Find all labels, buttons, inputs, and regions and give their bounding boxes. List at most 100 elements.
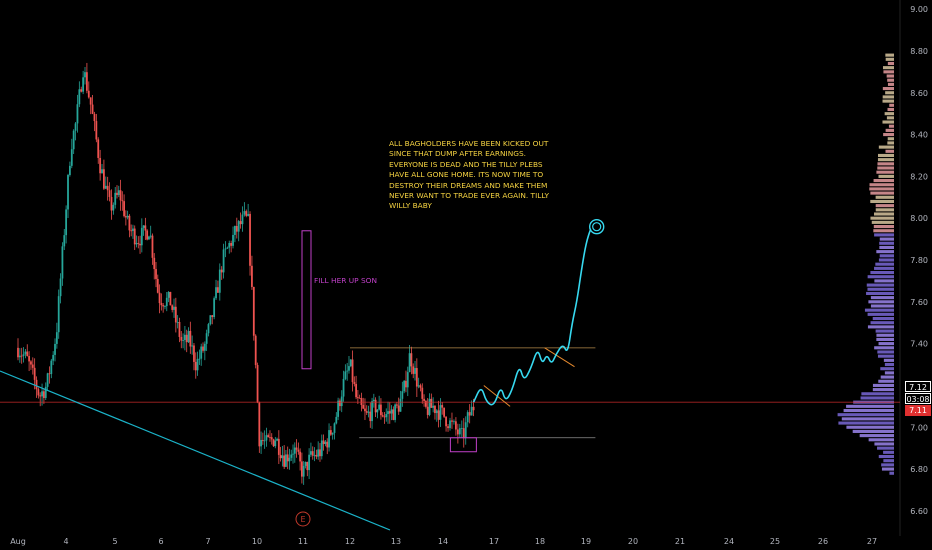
volume-profile-bar — [868, 438, 894, 442]
candle-body — [272, 439, 275, 447]
candle-body — [378, 404, 381, 410]
volume-profile-bar — [846, 425, 894, 429]
candle-body — [311, 451, 314, 456]
candle-body — [263, 440, 266, 442]
candle-body — [372, 399, 375, 402]
candle-body — [374, 399, 377, 413]
candle-body — [224, 248, 227, 250]
candle-body — [178, 321, 181, 337]
x-tick-label: 11 — [298, 537, 308, 546]
earnings-marker — [295, 511, 311, 527]
candle-body — [455, 421, 457, 430]
candle-body — [419, 385, 422, 388]
candle-body — [435, 410, 438, 414]
candle-body — [108, 190, 111, 197]
candle-body — [133, 228, 136, 245]
candle-body — [132, 228, 134, 231]
volume-profile-bar — [877, 166, 894, 170]
candle-body — [460, 428, 463, 429]
candle-body — [315, 454, 318, 457]
volume-profile-bar — [874, 279, 894, 283]
volume-profile-bar — [885, 53, 894, 57]
x-tick-label: 21 — [675, 537, 685, 546]
candle-body — [137, 243, 140, 244]
candle-body — [348, 366, 350, 371]
candle-body — [468, 412, 471, 416]
candle-body — [24, 351, 27, 355]
volume-profile-bar — [860, 396, 894, 400]
volume-profile-bar — [887, 61, 894, 66]
volume-profile-bar — [870, 199, 894, 204]
volume-profile-bar — [874, 442, 894, 446]
candle-body — [200, 346, 203, 359]
candle-body — [243, 211, 246, 215]
candle-body — [472, 406, 475, 411]
volume-profile-bar — [878, 454, 894, 459]
chart-drawings: E — [0, 218, 900, 531]
volume-profile-bar — [887, 78, 894, 82]
candle-body — [449, 420, 451, 429]
candle-body — [430, 398, 433, 408]
x-tick-label: 19 — [581, 537, 591, 546]
candle-body — [54, 343, 56, 355]
candle-body — [18, 355, 21, 358]
x-tick-label: 17 — [489, 537, 499, 546]
candle-body — [101, 169, 103, 174]
candle-body — [46, 373, 49, 387]
candle-body — [26, 351, 29, 357]
candle-body — [160, 303, 163, 306]
volume-profile-bar — [879, 237, 894, 241]
candle-body — [306, 461, 309, 471]
candle-body — [258, 402, 261, 447]
candle-body — [171, 305, 174, 310]
candle-body — [117, 190, 120, 196]
candle-body — [285, 454, 287, 467]
candle-body — [428, 398, 431, 415]
volume-profile-bar — [886, 116, 894, 120]
candle-body — [215, 287, 217, 299]
candle-body — [443, 407, 446, 417]
volume-profile-bar — [874, 346, 894, 350]
candle-body — [162, 305, 165, 307]
candle-body — [408, 353, 411, 373]
volume-profile-bar — [883, 459, 894, 463]
candle-body — [50, 360, 53, 374]
candle-body — [380, 404, 382, 416]
candle-body — [406, 372, 409, 388]
volume-profile-bar — [866, 283, 894, 287]
candle-body — [146, 230, 149, 240]
candle-body — [155, 269, 157, 279]
resistance-line — [544, 347, 575, 368]
low-marker-box — [449, 437, 477, 453]
current-price-label: 7.12 — [905, 381, 931, 392]
candle-body — [85, 72, 88, 91]
candle-body — [333, 423, 336, 433]
candle-body — [456, 429, 459, 435]
candle-body — [319, 449, 321, 457]
volume-profile-bar — [876, 250, 894, 254]
candle-body — [434, 405, 436, 414]
candle-body — [149, 235, 152, 237]
candle-body — [139, 243, 141, 246]
candle-body — [78, 89, 81, 105]
candle-body — [209, 315, 212, 325]
candle-body — [265, 435, 268, 441]
candle-body — [174, 306, 177, 323]
volume-profile-bar — [883, 450, 894, 454]
volume-profile-bar — [888, 124, 894, 128]
candle-body — [112, 204, 115, 211]
candle-body — [35, 379, 38, 390]
candle-body — [414, 368, 416, 374]
candle-body — [106, 185, 109, 191]
candle-body — [269, 436, 271, 438]
candle-body — [286, 454, 289, 462]
candlestick-series — [17, 62, 475, 485]
x-tick-label: Aug — [10, 537, 26, 546]
candle-body — [65, 209, 68, 236]
volume-profile-bar — [879, 254, 894, 258]
x-tick-label: 18 — [535, 537, 545, 546]
candle-body — [191, 345, 194, 347]
candle-body — [20, 355, 23, 357]
candle-body — [235, 225, 238, 232]
